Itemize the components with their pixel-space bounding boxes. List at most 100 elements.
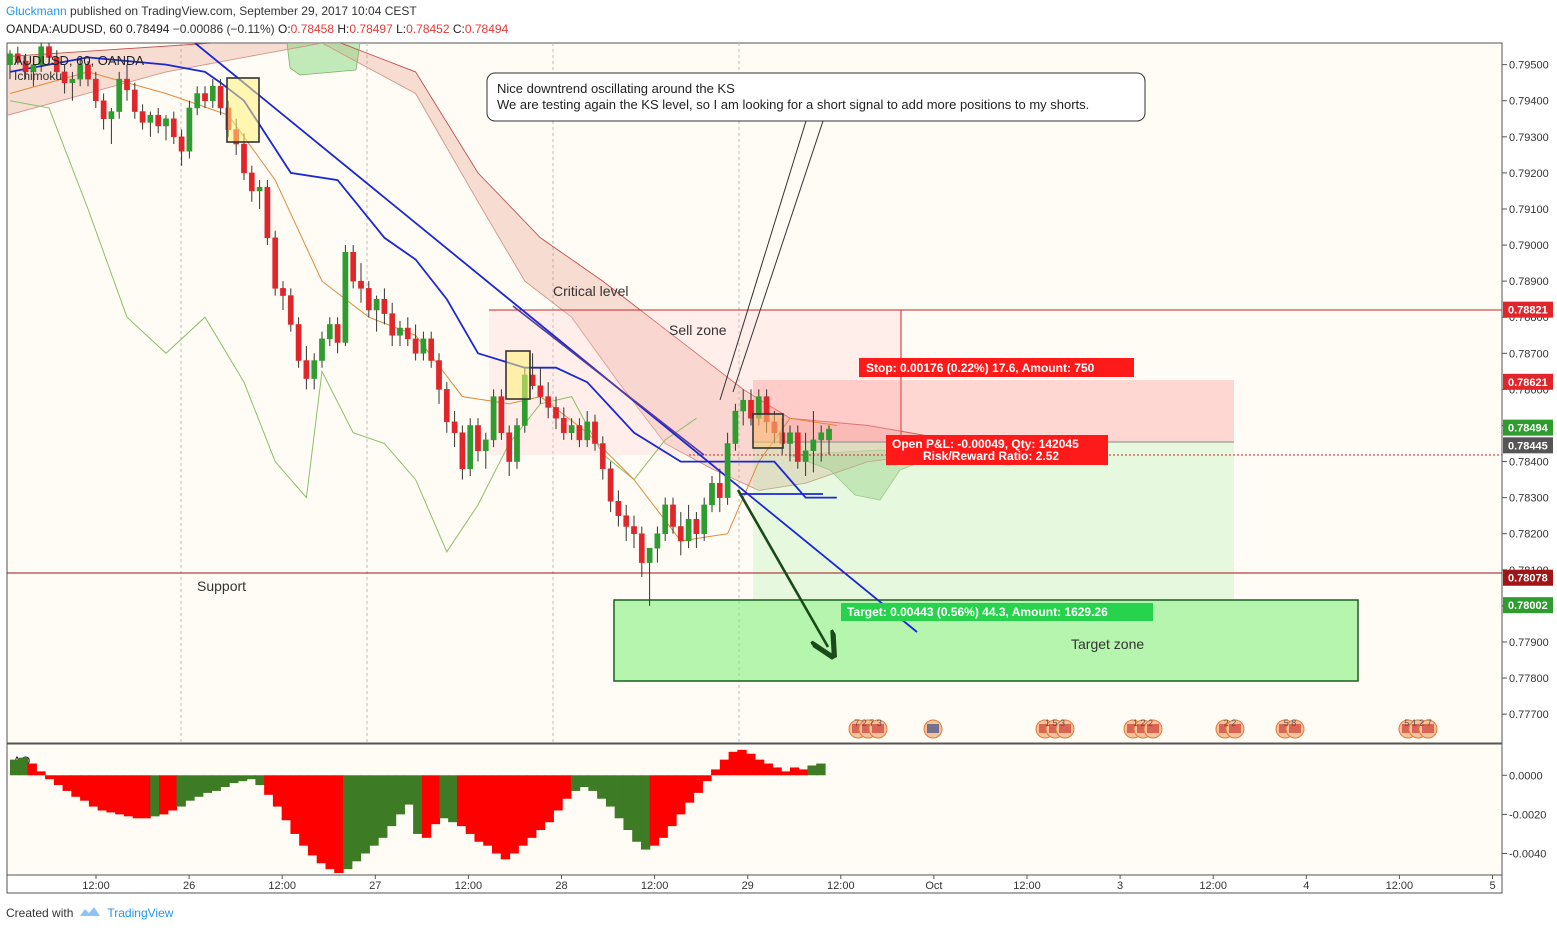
candle [592,414,598,451]
ao-bar [80,775,90,801]
candle-body [436,360,442,390]
ao-bar [500,775,511,860]
ao-bar [544,775,554,823]
stop-label: Stop: 0.00176 (0.22%) 17.6, Amount: 750 [859,358,1134,377]
time-tick-label: 29 [742,880,754,892]
callout-note[interactable]: Nice downtrend oscillating around the KS… [486,72,1146,122]
candle [787,425,793,462]
candle-body [498,396,505,433]
candle [178,129,185,166]
footer: Created with TradingView [6,905,173,920]
ao-bar [649,775,660,846]
candle-body [334,324,341,343]
created-with-label: Created with [6,905,74,920]
candle [443,382,450,433]
ao-bar [483,775,493,846]
price-tick-label: 0.77900 [1509,637,1549,649]
svg-text:Target: 0.00443 (0.56%) 44.3,: Target: 0.00443 (0.56%) 44.3, Amount: 16… [847,605,1108,619]
candle-body [654,533,661,549]
candle [615,490,622,527]
ao-bar [798,769,809,776]
candle [514,418,520,469]
candle [155,107,162,134]
candle-body [381,298,388,314]
candle-body [38,46,45,65]
candle [810,411,817,473]
sell-zone-box [489,310,901,455]
candle-body [280,288,286,296]
candle-body [802,450,809,462]
price-tick-label: 0.78700 [1509,348,1549,360]
candle [623,504,630,541]
candle-body [61,71,68,83]
candle [397,320,403,347]
candle [131,82,138,119]
event-flag [862,724,874,733]
candle [69,71,76,101]
candle-body [584,421,591,441]
candle [280,281,286,311]
ao-bar [290,775,300,834]
candle-body [810,439,817,451]
candle-body [475,425,481,451]
candle [22,53,29,80]
candle [475,418,481,462]
event-flag-icon: 1 5 3 [1035,718,1075,739]
ao-bar [150,775,160,817]
last-price: 0.78494 [126,22,170,36]
ao-bar [781,771,791,776]
economic-events[interactable]: 7 2 7 3 1 5 3 1 2 2 2 2 5 8 5 1 2 7 [848,718,1438,739]
candle-body [607,468,614,502]
open-pl-label: Open P&L: -0.00049, Qty: 142045 Risk/Rew… [886,435,1108,465]
candle-body [389,313,396,336]
time-tick-label: 5 [1489,880,1495,892]
target-area [753,442,1234,600]
candle [30,57,37,87]
candle-body [716,482,723,498]
candle-body [553,407,559,419]
candle-body [599,443,606,470]
ao-bar [491,775,502,854]
ao-bar [10,759,20,776]
price-axis[interactable]: 0.79500 0.79400 0.79300 0.79200 0.79100 0.790… [1502,60,1549,721]
candle-body [287,295,294,325]
legend-indicator[interactable]: Ichimoku [14,69,62,83]
ao-tick-label: -0.0020 [1509,809,1546,821]
candle-body [272,237,279,289]
ao-bar [640,775,651,850]
ao-bar [719,759,730,776]
candle [77,57,84,87]
time-axis[interactable]: 12:00 26 12:00 27 12:00 28 12:00 29 12:00 Oct 12:0… [82,875,1496,892]
ao-bar [141,775,151,819]
candle [576,418,583,448]
candle [100,93,107,130]
event-flag-icon: 2 2 [1215,718,1245,739]
author-name[interactable]: Gluckmann [6,4,67,18]
candle [186,100,193,159]
candle [264,180,271,246]
candle [287,288,294,332]
price-label-box [1503,437,1553,454]
candle [381,288,388,325]
event-flag [872,724,884,733]
time-tick-label: 27 [369,880,381,892]
candle-body [397,327,403,336]
target-label: Target: 0.00443 (0.56%) 44.3, Amount: 16… [841,603,1153,621]
ao-bar [518,775,528,846]
ao-axis: 0.0000 -0.0020 -0.0040 [1502,770,1546,860]
time-axis-bg [6,874,1503,894]
tradingview-link[interactable]: TradingView [107,905,174,920]
svg-text:Stop: 0.00176 (0.22%) 17.6, Am: Stop: 0.00176 (0.22%) 17.6, Amount: 750 [866,361,1095,375]
event-count: 7 2 7 3 [854,718,882,728]
candle [389,302,396,347]
candle [498,389,505,440]
candle [537,367,544,404]
ao-bar [807,765,817,776]
candle [685,504,692,549]
candle [256,180,263,209]
candle [326,317,333,347]
candle [724,432,731,505]
price-tick-label: 0.77800 [1509,673,1549,685]
candle [560,407,567,440]
